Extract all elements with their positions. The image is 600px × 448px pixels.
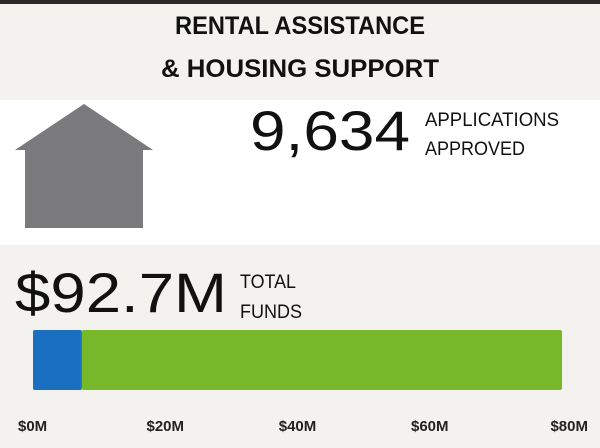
- title-line: RENTAL ASSISTANCE: [175, 12, 425, 40]
- header-band: [0, 0, 600, 100]
- x-tick-label: $0M: [18, 418, 47, 435]
- funds-label: FUNDS: [240, 302, 302, 323]
- x-tick-label: $60M: [411, 418, 449, 435]
- applications-value: 9,634: [250, 99, 410, 162]
- house-icon: [15, 104, 153, 228]
- bar-chart: $0M $20M $40M $60M $80M: [18, 330, 588, 435]
- applications-label: APPLICATIONS: [425, 110, 559, 131]
- title-line: & HOUSING SUPPORT: [161, 55, 439, 83]
- x-tick-label: $40M: [279, 418, 317, 435]
- top-rule: [0, 0, 600, 4]
- funds-label: TOTAL: [240, 272, 296, 293]
- funds-value: $92.7M: [15, 261, 227, 324]
- x-tick-label: $20M: [146, 418, 184, 435]
- bar-segment: [81, 330, 563, 390]
- bar-segment: [33, 330, 82, 390]
- applications-label: APPROVED: [425, 139, 525, 160]
- x-tick-label: $80M: [550, 418, 588, 435]
